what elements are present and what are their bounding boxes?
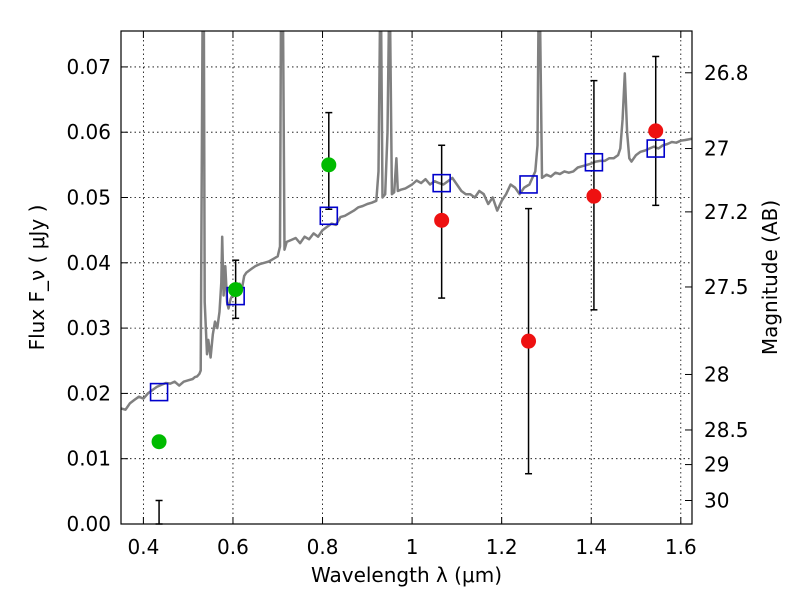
y2-tick-label: 27 bbox=[704, 137, 729, 161]
open-square-marker bbox=[149, 382, 169, 402]
y2-tick-label: 26.8 bbox=[704, 61, 749, 85]
y2-tick-label: 27.2 bbox=[704, 200, 749, 224]
x-tick-label: 0.8 bbox=[307, 535, 339, 559]
red-circle-marker bbox=[521, 333, 537, 349]
y-tick-label: 0.02 bbox=[66, 381, 111, 405]
green-circle-marker bbox=[321, 157, 337, 173]
y2-tick-label: 29 bbox=[704, 453, 729, 477]
y-tick-label: 0.01 bbox=[66, 447, 111, 471]
red-circle-marker bbox=[434, 212, 450, 228]
x-tick-label: 1.6 bbox=[665, 535, 697, 559]
y-axis-title: Flux F_ν ( μJy ) bbox=[25, 205, 49, 351]
y-tick-label: 0.07 bbox=[66, 55, 111, 79]
model-spectrum bbox=[121, 31, 692, 411]
red-circle-marker bbox=[586, 188, 602, 204]
y-tick-label: 0.00 bbox=[66, 512, 111, 536]
y-tick-label: 0.04 bbox=[66, 251, 111, 275]
x-tick-label: 1.4 bbox=[575, 535, 607, 559]
y-tick-label: 0.05 bbox=[66, 186, 111, 210]
model-spectrum-line bbox=[121, 31, 692, 411]
green-circle-marker bbox=[151, 434, 167, 450]
open-square-marker bbox=[432, 173, 451, 193]
plot-frame bbox=[120, 30, 693, 525]
y2-axis-title: Magnitude (AB) bbox=[758, 200, 782, 355]
open-square-marker bbox=[646, 139, 666, 158]
x-tick-label: 1.2 bbox=[486, 535, 518, 559]
y-tick-label: 0.03 bbox=[66, 316, 111, 340]
red-circle-marker bbox=[648, 123, 664, 139]
y-tick-label: 0.06 bbox=[66, 120, 111, 144]
x-tick-label: 0.6 bbox=[217, 535, 249, 559]
open-square-marker bbox=[319, 206, 339, 226]
x-tick-label: 0.4 bbox=[127, 535, 159, 559]
open-square-marker bbox=[519, 175, 538, 194]
grid-lines bbox=[121, 31, 692, 525]
data-markers bbox=[149, 123, 666, 450]
y2-tick-label: 28.5 bbox=[704, 418, 749, 442]
y2-tick-label: 30 bbox=[704, 488, 729, 512]
x-axis-title: Wavelength λ (μm) bbox=[311, 563, 502, 587]
x-tick-label: 1 bbox=[406, 535, 419, 559]
y2-tick-label: 28 bbox=[704, 362, 729, 386]
y2-tick-label: 27.5 bbox=[704, 275, 749, 299]
green-circle-marker bbox=[228, 282, 244, 298]
open-square-marker bbox=[584, 152, 604, 172]
axis-ticks: 0.4 0.6 0.8 1 1.2 1.4 1.6 0.00 0.01 0.02 0.03 0.04 0… bbox=[66, 31, 749, 559]
